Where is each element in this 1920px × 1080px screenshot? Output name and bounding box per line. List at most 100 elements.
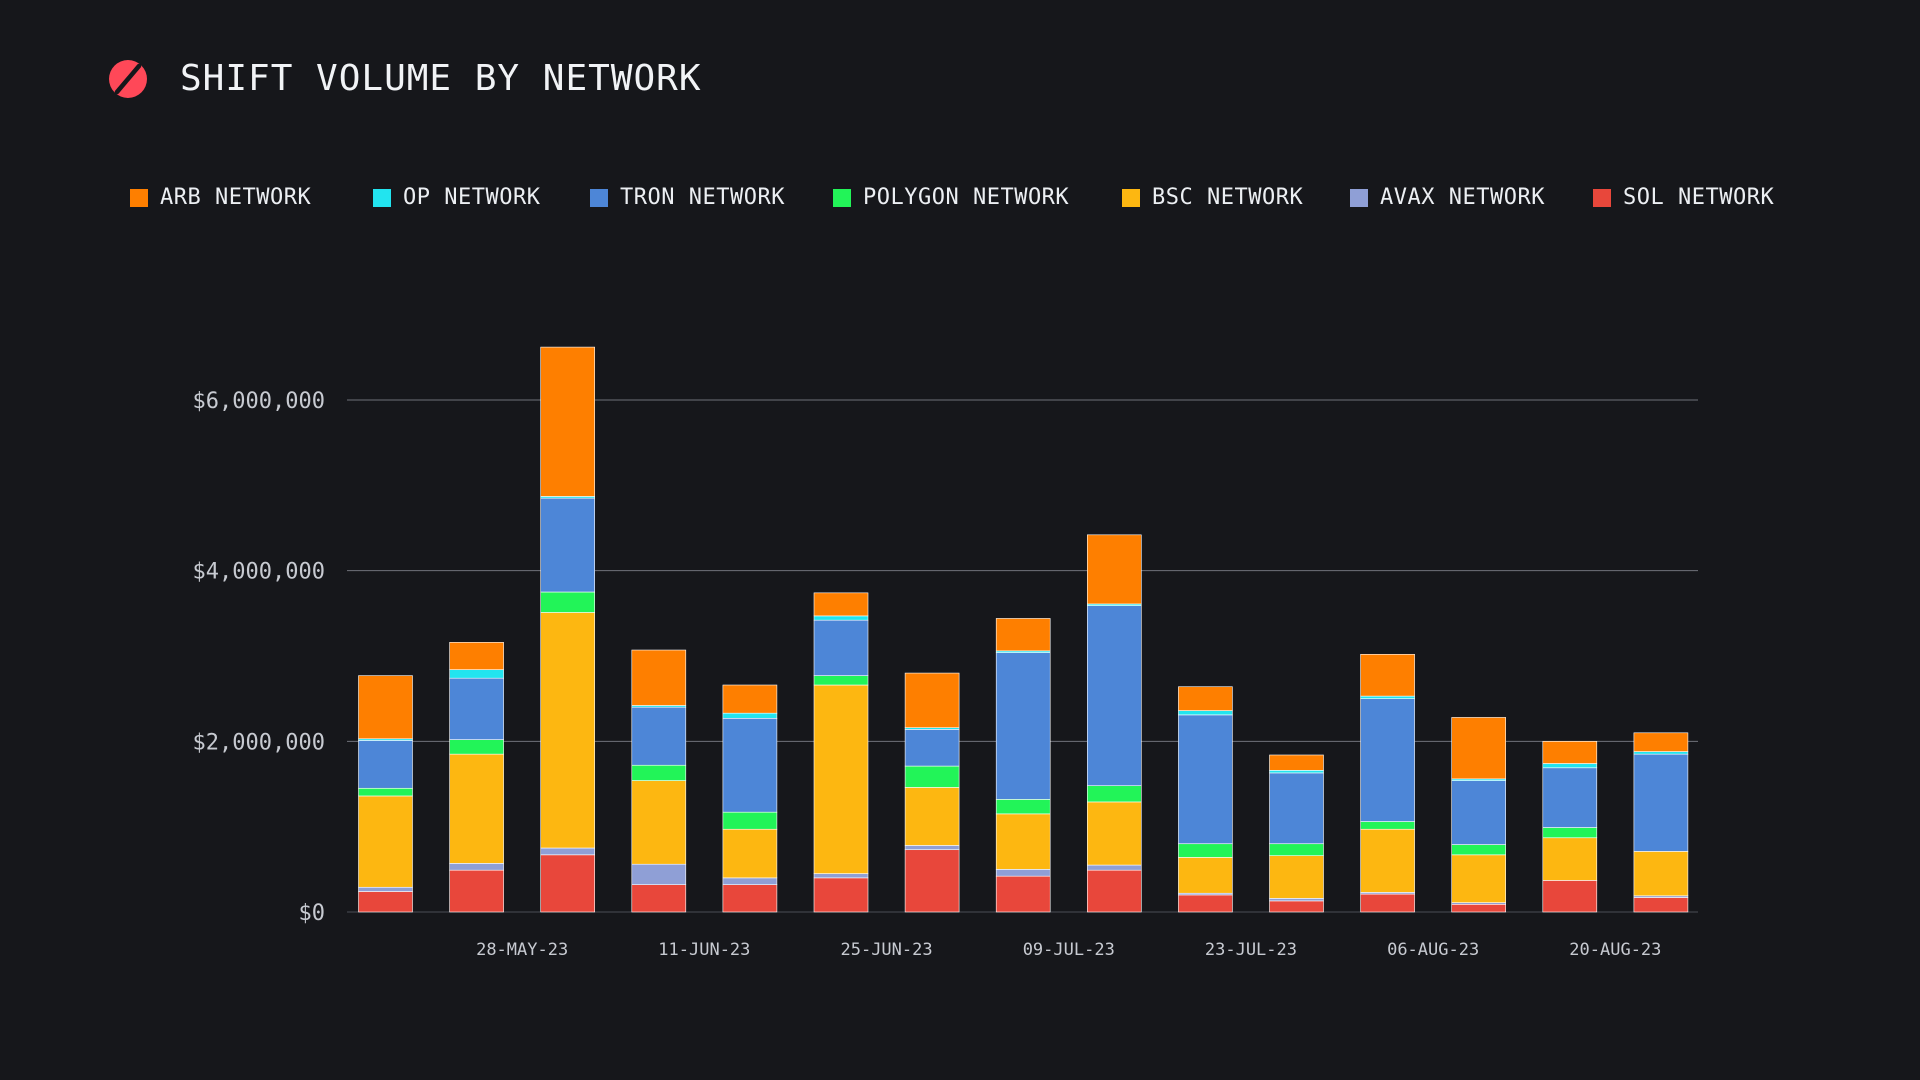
bar-segment[interactable] <box>995 875 1051 913</box>
bar-stack[interactable] <box>1087 534 1142 913</box>
legend-item-op[interactable]: OP NETWORK <box>373 185 540 210</box>
bar-segment[interactable] <box>995 869 1051 877</box>
bar-stack[interactable] <box>1269 754 1324 913</box>
bar-segment[interactable] <box>1178 714 1233 845</box>
bar-segment[interactable] <box>540 346 596 497</box>
bar-stack[interactable] <box>722 684 778 913</box>
bar-segment[interactable] <box>1087 534 1142 605</box>
bar-segment[interactable] <box>813 873 869 879</box>
bar-segment[interactable] <box>540 591 596 613</box>
bar-segment[interactable] <box>449 669 504 679</box>
legend-item-sol[interactable]: SOL NETWORK <box>1593 185 1774 210</box>
bar-segment[interactable] <box>904 845 960 851</box>
bar-segment[interactable] <box>1269 843 1324 856</box>
bar-segment[interactable] <box>358 787 413 797</box>
bar-segment[interactable] <box>449 863 504 871</box>
bar-stack[interactable] <box>631 649 687 913</box>
bar-stack[interactable] <box>813 592 869 913</box>
bar-segment[interactable] <box>1633 851 1689 897</box>
legend-item-tron[interactable]: TRON NETWORK <box>590 185 785 210</box>
bar-segment[interactable] <box>1269 898 1324 902</box>
bar-segment[interactable] <box>722 811 778 830</box>
bar-segment[interactable] <box>1542 767 1598 828</box>
bar-segment[interactable] <box>1542 763 1598 769</box>
bar-segment[interactable] <box>1178 857 1233 894</box>
bar-segment[interactable] <box>904 787 960 846</box>
bar-segment[interactable] <box>995 652 1051 800</box>
bar-segment[interactable] <box>1087 869 1142 913</box>
bar-segment[interactable] <box>358 891 413 913</box>
bar-segment[interactable] <box>722 712 778 719</box>
bar-segment[interactable] <box>1360 698 1415 822</box>
bar-segment[interactable] <box>1451 904 1506 913</box>
bar-segment[interactable] <box>1360 828 1415 893</box>
bar-segment[interactable] <box>358 795 413 888</box>
bar-stack[interactable] <box>358 675 413 913</box>
bar-segment[interactable] <box>449 869 504 913</box>
bar-stack[interactable] <box>1633 732 1689 913</box>
bar-segment[interactable] <box>1360 653 1415 697</box>
bar-segment[interactable] <box>722 884 778 913</box>
bar-stack[interactable] <box>449 642 504 913</box>
bar-segment[interactable] <box>1633 751 1689 755</box>
bar-segment[interactable] <box>540 854 596 913</box>
bar-segment[interactable] <box>631 863 687 885</box>
bar-segment[interactable] <box>1542 827 1598 839</box>
bar-segment[interactable] <box>813 619 869 676</box>
bar-segment[interactable] <box>1269 754 1324 771</box>
bar-segment[interactable] <box>1451 717 1506 780</box>
legend-item-bsc[interactable]: BSC NETWORK <box>1122 185 1303 210</box>
bar-stack[interactable] <box>1451 717 1506 913</box>
bar-segment[interactable] <box>813 675 869 686</box>
bar-segment[interactable] <box>1178 894 1233 913</box>
bar-segment[interactable] <box>540 847 596 856</box>
bar-stack[interactable] <box>904 672 960 913</box>
bar-segment[interactable] <box>722 877 778 885</box>
bar-segment[interactable] <box>449 677 504 740</box>
bar-segment[interactable] <box>449 642 504 670</box>
bar-segment[interactable] <box>1178 686 1233 711</box>
bar-segment[interactable] <box>1087 864 1142 871</box>
bar-segment[interactable] <box>1633 732 1689 752</box>
bar-segment[interactable] <box>1087 785 1142 803</box>
bar-segment[interactable] <box>631 764 687 781</box>
bar-segment[interactable] <box>449 739 504 755</box>
bar-segment[interactable] <box>904 765 960 788</box>
bar-segment[interactable] <box>904 729 960 767</box>
bar-segment[interactable] <box>813 684 869 874</box>
bar-segment[interactable] <box>540 497 596 593</box>
bar-segment[interactable] <box>1178 843 1233 858</box>
bar-stack[interactable] <box>1178 686 1233 913</box>
bar-segment[interactable] <box>904 849 960 913</box>
bar-segment[interactable] <box>1269 770 1324 774</box>
bar-segment[interactable] <box>1633 897 1689 913</box>
bar-segment[interactable] <box>631 706 687 766</box>
bar-segment[interactable] <box>1360 893 1415 913</box>
bar-segment[interactable] <box>995 799 1051 815</box>
bar-segment[interactable] <box>722 717 778 813</box>
bar-segment[interactable] <box>540 612 596 849</box>
bar-segment[interactable] <box>1542 741 1598 764</box>
bar-segment[interactable] <box>1269 900 1324 913</box>
bar-segment[interactable] <box>722 684 778 714</box>
bar-segment[interactable] <box>449 753 504 864</box>
bar-segment[interactable] <box>1360 695 1415 699</box>
bar-segment[interactable] <box>1451 780 1506 845</box>
bar-segment[interactable] <box>1542 880 1598 913</box>
bar-segment[interactable] <box>813 877 869 913</box>
bar-stack[interactable] <box>1542 741 1598 913</box>
bar-segment[interactable] <box>1633 753 1689 852</box>
bar-segment[interactable] <box>813 592 869 617</box>
bar-segment[interactable] <box>1360 821 1415 830</box>
bar-segment[interactable] <box>1269 772 1324 845</box>
legend-item-polygon[interactable]: POLYGON NETWORK <box>833 185 1069 210</box>
bar-segment[interactable] <box>631 884 687 913</box>
bar-segment[interactable] <box>904 672 960 728</box>
bar-segment[interactable] <box>1178 710 1233 716</box>
bar-segment[interactable] <box>1087 801 1142 866</box>
legend-item-arb[interactable]: ARB NETWORK <box>130 185 311 210</box>
bar-segment[interactable] <box>722 828 778 879</box>
bar-segment[interactable] <box>1087 605 1142 787</box>
bar-segment[interactable] <box>1542 837 1598 881</box>
bar-stack[interactable] <box>1360 653 1415 913</box>
